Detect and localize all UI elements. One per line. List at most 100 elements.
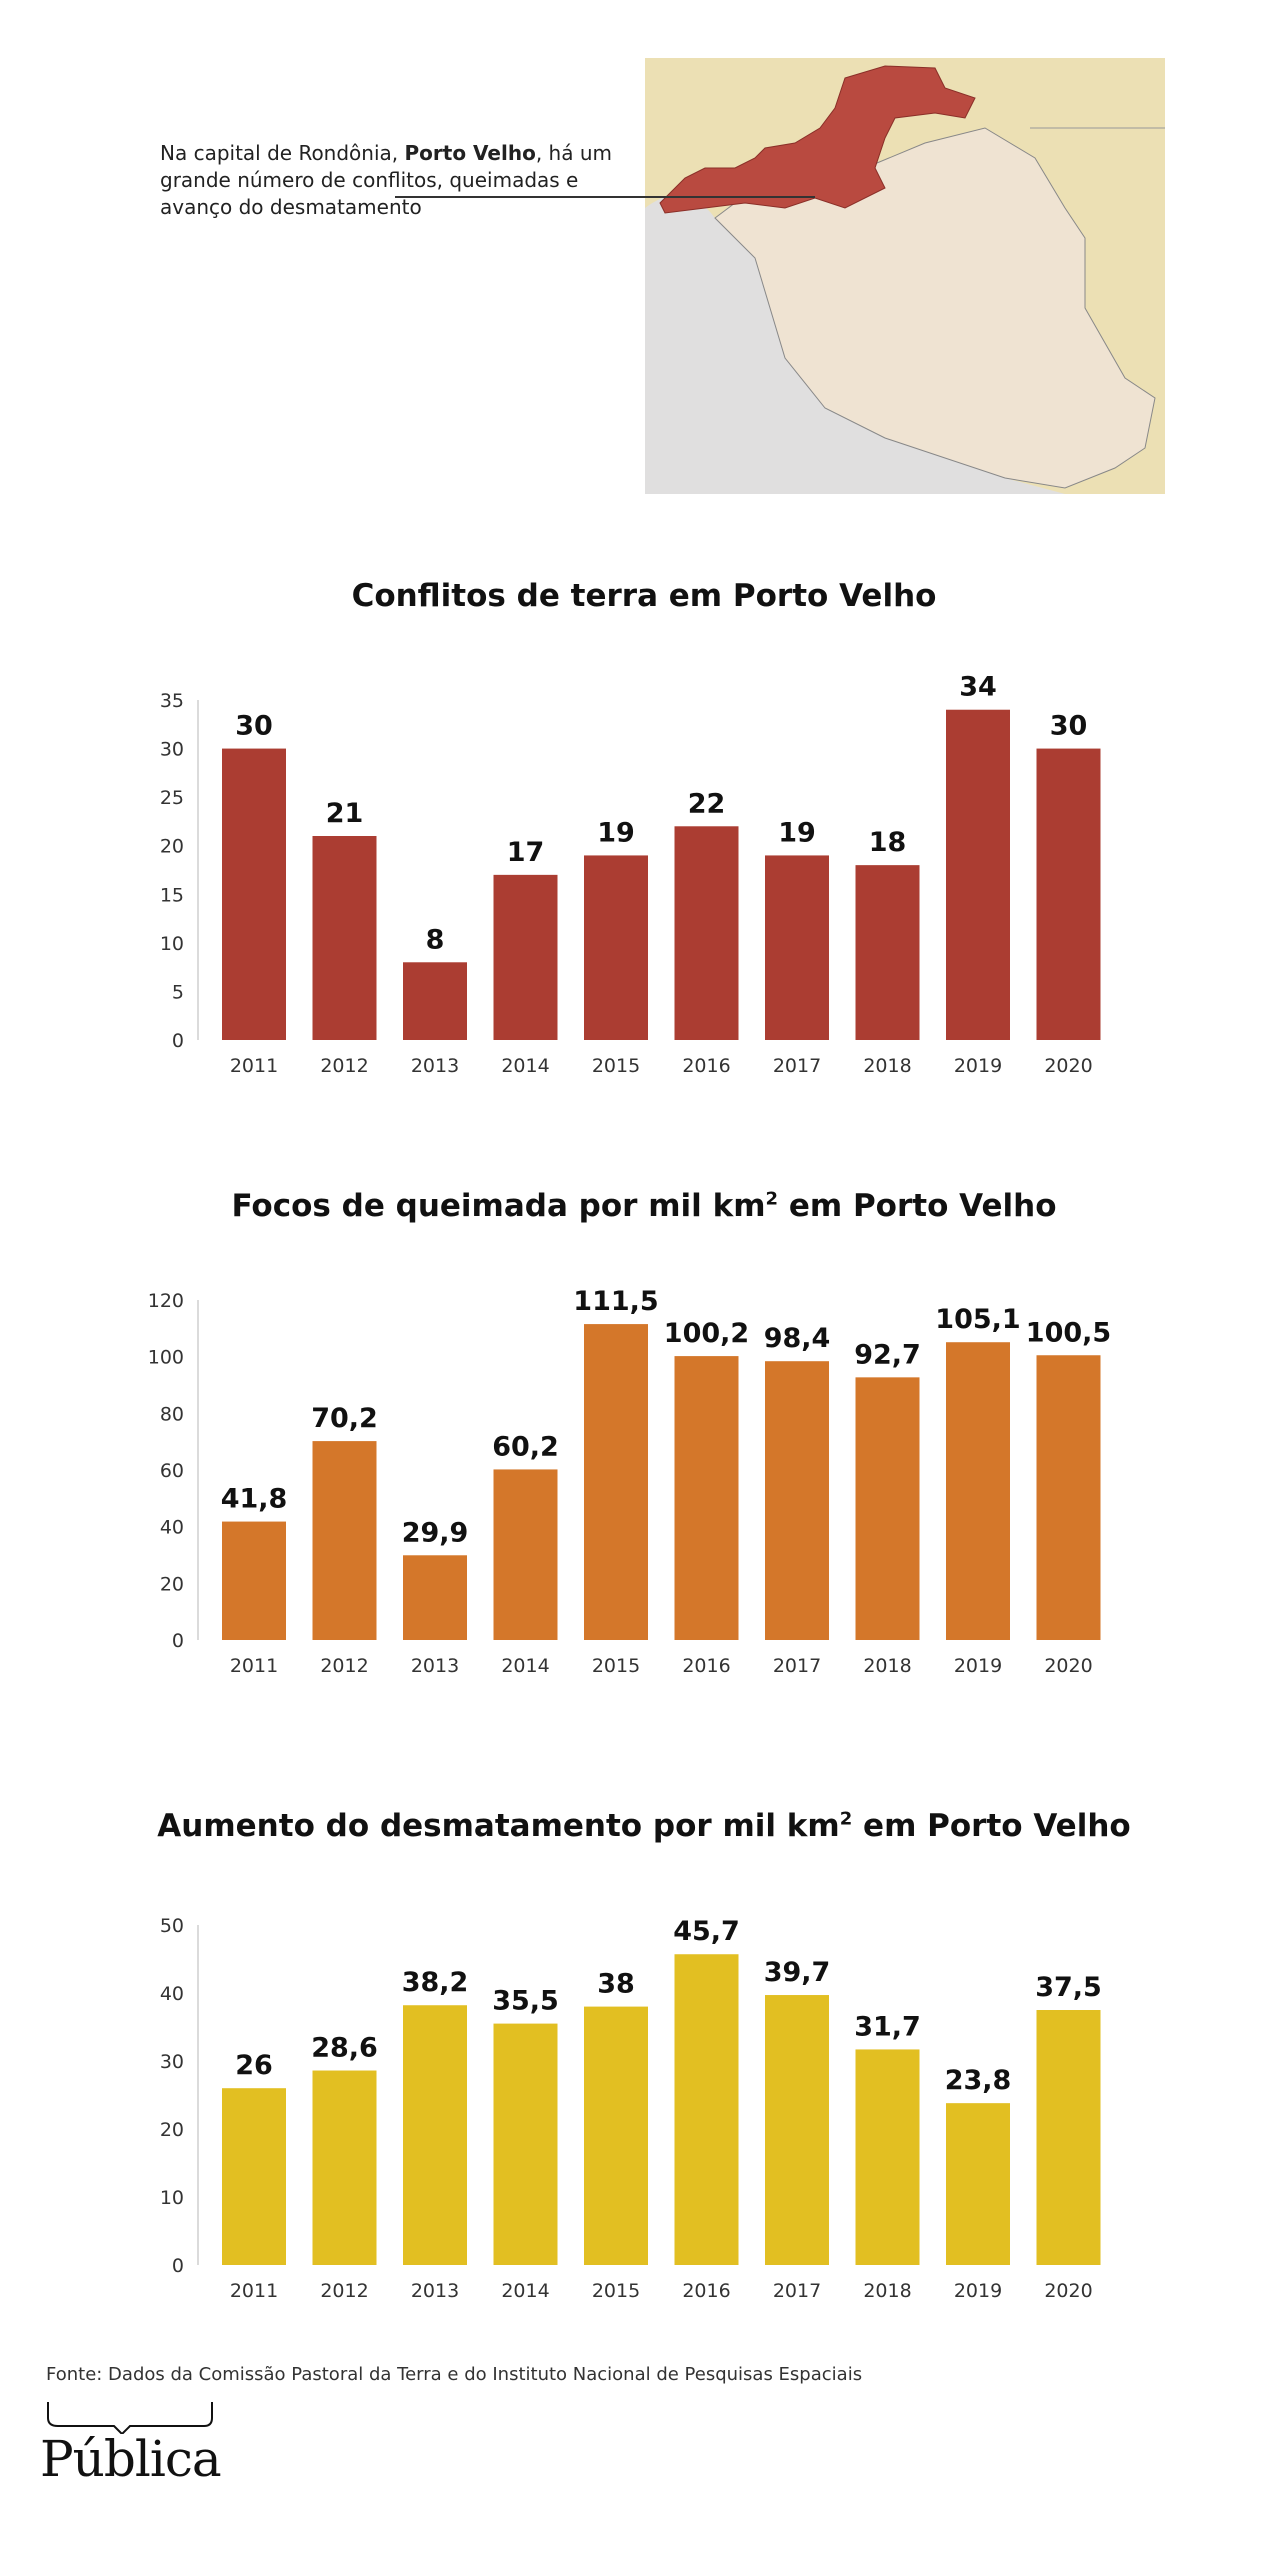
bar (855, 1377, 920, 1640)
x-tick-label: 2017 (773, 1055, 821, 1077)
x-tick-label: 2016 (682, 1655, 730, 1677)
y-tick-label: 60 (160, 1460, 184, 1482)
data-label: 70,2 (311, 1403, 378, 1434)
bar (765, 855, 829, 1040)
x-tick-label: 2011 (230, 2280, 278, 2302)
y-tick-label: 15 (160, 884, 184, 906)
x-tick-label: 2018 (863, 1655, 911, 1677)
data-label: 23,8 (945, 2065, 1012, 2096)
data-label: 100,2 (664, 1318, 749, 1349)
bar (312, 1441, 377, 1640)
chart-title-conflitos-text: Conflitos de terra em Porto Velho (351, 578, 937, 614)
bar (493, 2023, 558, 2265)
y-tick-label: 80 (160, 1403, 184, 1425)
data-label: 21 (326, 798, 364, 829)
x-tick-label: 2020 (1044, 1055, 1092, 1077)
y-tick-label: 0 (172, 1630, 184, 1652)
data-label: 105,1 (935, 1304, 1020, 1335)
x-tick-label: 2017 (773, 2280, 821, 2302)
y-tick-label: 40 (160, 1983, 184, 2005)
bar (946, 1342, 1010, 1640)
x-tick-label: 2019 (954, 1055, 1002, 1077)
x-tick-label: 2012 (320, 2280, 368, 2302)
chart-title-queimada-text: Focos de queimada por mil km (231, 1188, 766, 1224)
chart-conflitos: 0 5 10 15 20 25 30 35 30 2011 21 2012 8 2013 17 2014 19 2… (160, 672, 1101, 1077)
chart-title-desmatamento-sup: 2 (839, 1808, 853, 1830)
bar (946, 2103, 1010, 2265)
data-label: 100,5 (1026, 1317, 1111, 1348)
data-label: 19 (778, 817, 816, 848)
bar (855, 2049, 920, 2265)
x-tick-label: 2019 (954, 1655, 1002, 1677)
data-label: 30 (1050, 711, 1088, 742)
data-label: 26 (235, 2050, 273, 2081)
bar (584, 1324, 648, 1640)
bar (312, 2070, 377, 2265)
chart-title-desmatamento-tail: em Porto Velho (852, 1808, 1131, 1844)
y-tick-label: 20 (160, 836, 184, 858)
data-label: 45,7 (673, 1916, 740, 1947)
y-tick-label: 35 (160, 690, 184, 712)
data-label: 18 (869, 827, 907, 858)
bar (765, 1995, 829, 2265)
data-label: 34 (959, 672, 997, 703)
x-tick-label: 2011 (230, 1655, 278, 1677)
map-caption-prefix: Na capital de Rondônia, (160, 141, 405, 165)
chart-title-conflitos: Conflitos de terra em Porto Velho (0, 578, 1288, 614)
locator-map (645, 58, 1165, 494)
data-label: 28,6 (311, 2033, 378, 2064)
rondonia-state (714, 127, 1156, 489)
y-tick-label: 50 (160, 1915, 184, 1937)
bar (584, 855, 648, 1040)
y-tick-label: 5 (172, 981, 184, 1003)
x-tick-label: 2015 (592, 2280, 640, 2302)
x-tick-label: 2016 (682, 1055, 730, 1077)
chart-title-desmatamento-text: Aumento do desmatamento por mil km (157, 1808, 840, 1844)
bar (674, 1954, 739, 2265)
chart-title-queimada-sup: 2 (765, 1188, 779, 1210)
data-label: 98,4 (764, 1323, 831, 1354)
x-tick-label: 2012 (320, 1055, 368, 1077)
x-tick-label: 2014 (501, 1055, 549, 1077)
x-tick-label: 2013 (411, 2280, 459, 2302)
logo-text: Pública (40, 2430, 222, 2488)
data-label: 92,7 (854, 1339, 921, 1370)
y-tick-label: 0 (172, 1030, 184, 1052)
source-note: Fonte: Dados da Comissão Pastoral da Ter… (46, 2364, 863, 2385)
map-caption: Na capital de Rondônia, Porto Velho, há … (160, 140, 620, 221)
data-label: 8 (426, 924, 445, 955)
x-tick-label: 2018 (863, 1055, 911, 1077)
y-tick-label: 0 (172, 2255, 184, 2277)
data-label: 17 (507, 837, 545, 868)
x-tick-label: 2015 (592, 1055, 640, 1077)
x-tick-label: 2014 (501, 1655, 549, 1677)
data-label: 29,9 (402, 1517, 469, 1548)
x-tick-label: 2017 (773, 1655, 821, 1677)
bar (946, 709, 1010, 1040)
bar (493, 874, 558, 1040)
chart-title-queimada: Focos de queimada por mil km2 em Porto V… (0, 1188, 1288, 1224)
x-tick-label: 2012 (320, 1655, 368, 1677)
bar (493, 1469, 558, 1640)
bar (674, 826, 739, 1040)
bar (222, 748, 286, 1040)
map-caption-highlight: Porto Velho (404, 141, 536, 165)
bar (403, 2005, 467, 2265)
x-tick-label: 2011 (230, 1055, 278, 1077)
bar (403, 962, 467, 1040)
y-tick-label: 25 (160, 787, 184, 809)
y-tick-label: 100 (148, 1347, 184, 1369)
y-tick-label: 120 (148, 1290, 184, 1312)
y-tick-label: 20 (160, 2119, 184, 2141)
data-label: 38 (597, 1969, 635, 2000)
bar (222, 1521, 286, 1640)
x-tick-label: 2018 (863, 2280, 911, 2302)
data-label: 37,5 (1035, 1972, 1102, 2003)
chart-title-desmatamento: Aumento do desmatamento por mil km2 em P… (0, 1808, 1288, 1844)
chart-desmatamento: 0 10 20 30 40 50 26 2011 28,6 2012 38,2 2013 35,5 201… (160, 1915, 1102, 2302)
y-tick-label: 40 (160, 1517, 184, 1539)
x-tick-label: 2014 (501, 2280, 549, 2302)
map-neighbor-region (645, 195, 1065, 494)
map-caption-suffix: , há um grande número de conflitos, quei… (160, 141, 612, 219)
bar (765, 1361, 829, 1640)
